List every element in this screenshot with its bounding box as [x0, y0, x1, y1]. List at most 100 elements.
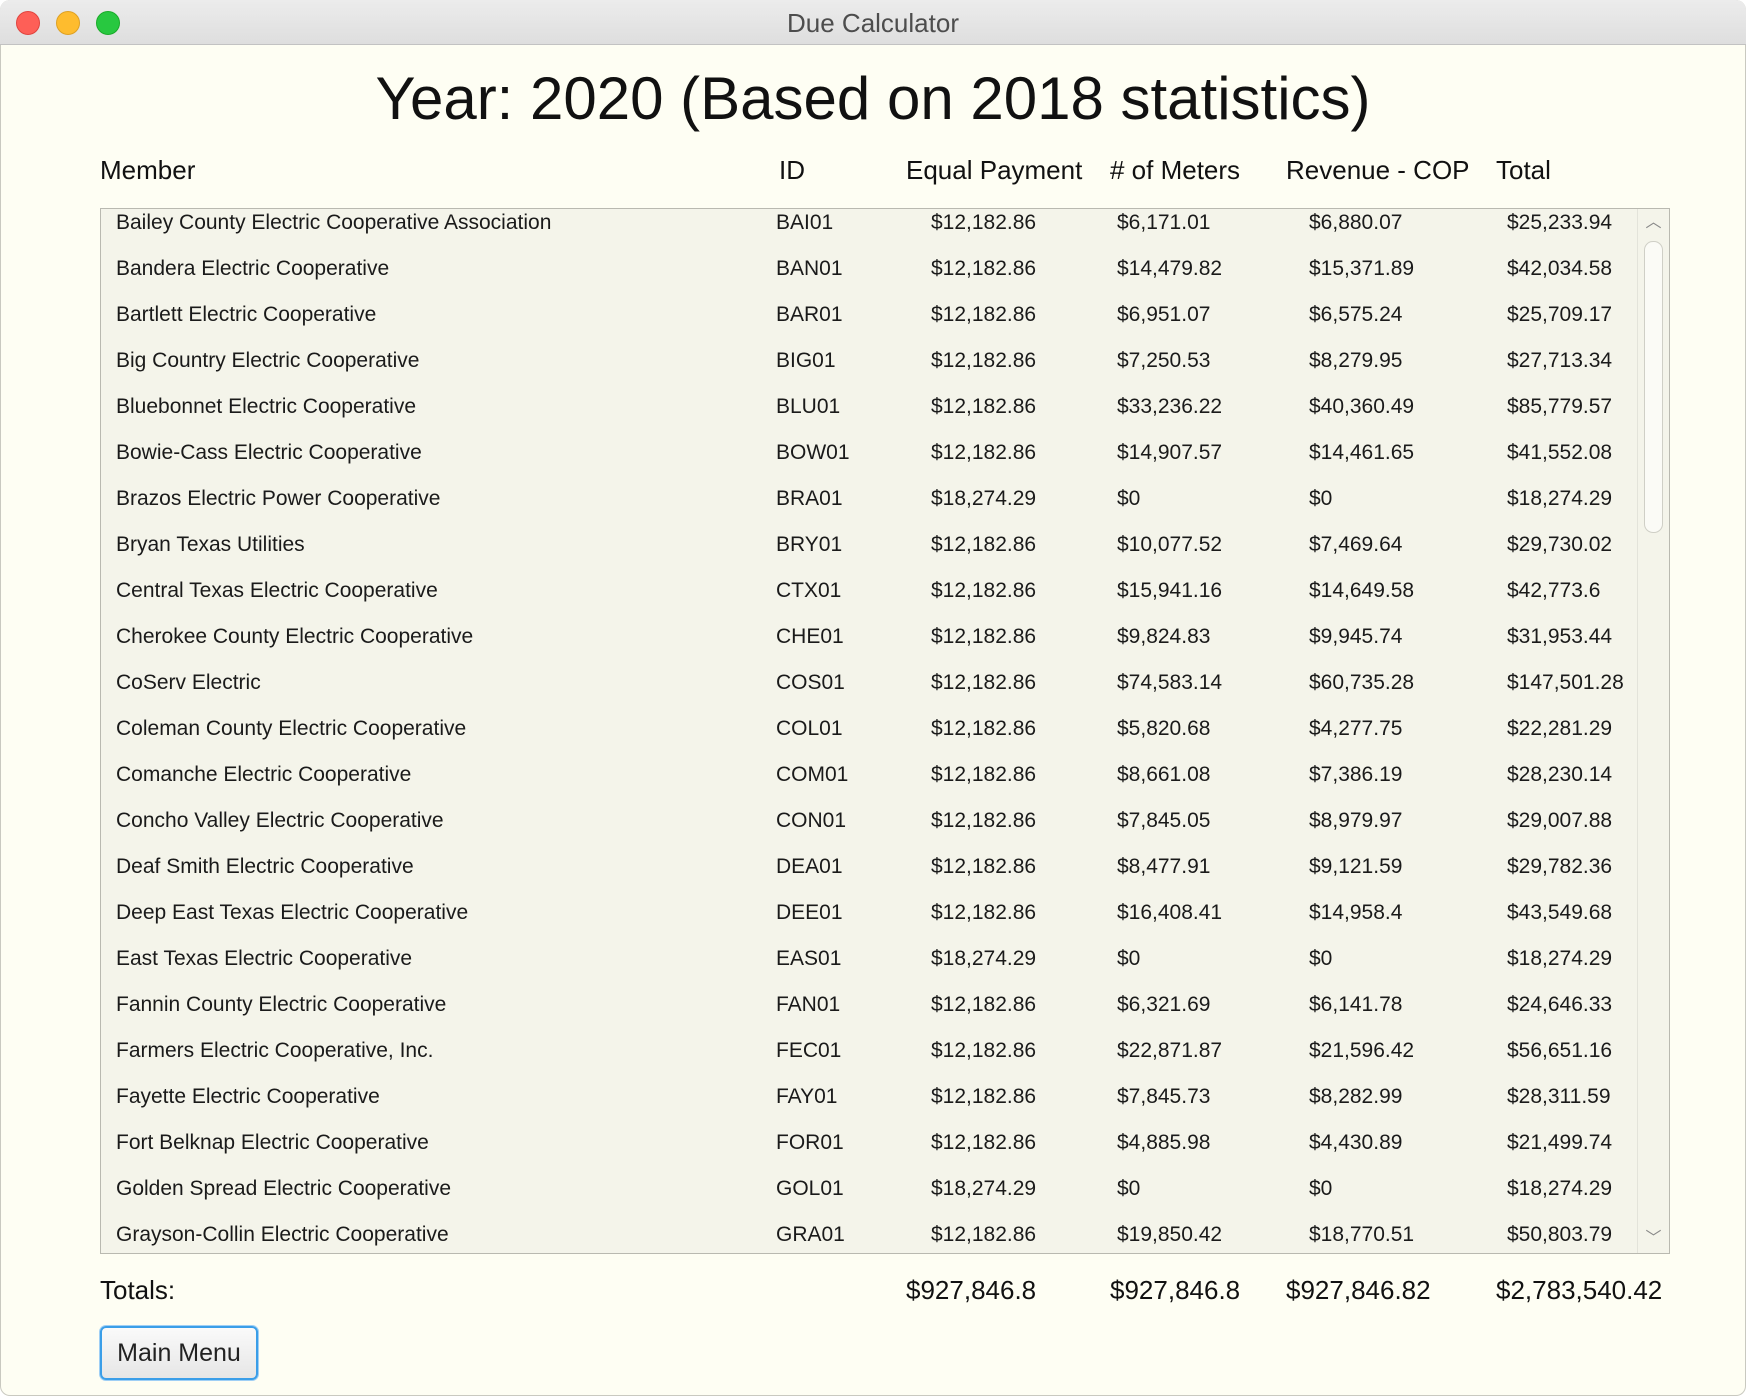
cell-meters: $19,850.42: [1117, 1223, 1223, 1246]
cell-member: Grayson-Collin Electric Cooperative: [116, 1223, 449, 1246]
cell-member: Bluebonnet Electric Cooperative: [116, 395, 417, 418]
cell-meters: $4,885.98: [1117, 1131, 1211, 1154]
cell-meters: $33,236.22: [1117, 395, 1223, 418]
cell-total: $18,274.29: [1507, 1177, 1613, 1200]
cell-member: Bryan Texas Utilities: [116, 533, 305, 556]
main-menu-button[interactable]: Main Menu: [100, 1326, 258, 1380]
table-row[interactable]: Central Texas Electric Cooperative CTX01 $…: [101, 577, 1639, 623]
cell-member: Concho Valley Electric Cooperative: [116, 809, 444, 832]
table-row[interactable]: Bandera Electric Cooperative BAN01 $12,182…: [101, 255, 1639, 301]
cell-meters: $0: [1117, 487, 1141, 510]
cell-member: Bowie-Cass Electric Cooperative: [116, 441, 422, 464]
table-row[interactable]: Fannin County Electric Cooperative FAN01 $…: [101, 991, 1639, 1037]
cell-revenue: $9,945.74: [1309, 625, 1403, 648]
cell-meters: $7,845.73: [1117, 1085, 1211, 1108]
cell-revenue: $14,461.65: [1309, 441, 1415, 464]
cell-meters: $0: [1117, 947, 1141, 970]
table-row[interactable]: Coleman County Electric Cooperative COL01…: [101, 715, 1639, 761]
table-row[interactable]: Cherokee County Electric Cooperative CHE0…: [101, 623, 1639, 669]
dues-table[interactable]: Bailey County Electric Cooperative Assoc…: [100, 208, 1670, 1254]
cell-revenue: $0: [1309, 1177, 1333, 1200]
cell-member: Fannin County Electric Cooperative: [116, 993, 447, 1016]
cell-total: $42,034.58: [1507, 257, 1613, 280]
table-row[interactable]: Fayette Electric Cooperative FAY01 $12,182…: [101, 1083, 1639, 1129]
table-row[interactable]: Farmers Electric Cooperative, Inc. FEC01 $…: [101, 1037, 1639, 1083]
table-row[interactable]: Concho Valley Electric Cooperative CON01 $…: [101, 807, 1639, 853]
cell-revenue: $8,282.99: [1309, 1085, 1403, 1108]
cell-total: $18,274.29: [1507, 487, 1613, 510]
cell-revenue: $21,596.42: [1309, 1039, 1415, 1062]
cell-equal-payment: $12,182.86: [931, 671, 1037, 694]
cell-meters: $6,321.69: [1117, 993, 1211, 1016]
table-row[interactable]: Fort Belknap Electric Cooperative FOR01 $1…: [101, 1129, 1639, 1175]
cell-total: $25,709.17: [1507, 303, 1613, 326]
totals-equal-payment: $927,846.8: [906, 1275, 1037, 1305]
cell-total: $50,803.79: [1507, 1223, 1613, 1246]
page-title: Year: 2020 (Based on 2018 statistics): [375, 65, 1371, 132]
table-row[interactable]: Deep East Texas Electric Cooperative DEE0…: [101, 899, 1639, 945]
cell-revenue: $0: [1309, 947, 1333, 970]
cell-equal-payment: $12,182.86: [931, 533, 1037, 556]
cell-meters: $74,583.14: [1117, 671, 1223, 694]
cell-equal-payment: $12,182.86: [931, 901, 1037, 924]
table-row[interactable]: Golden Spread Electric Cooperative GOL01 $…: [101, 1175, 1639, 1221]
cell-member: Deaf Smith Electric Cooperative: [116, 855, 414, 878]
cell-equal-payment: $12,182.86: [931, 1223, 1037, 1246]
cell-meters: $14,479.82: [1117, 257, 1223, 280]
cell-revenue: $18,770.51: [1309, 1223, 1415, 1246]
cell-revenue: $0: [1309, 487, 1333, 510]
table-row[interactable]: Bryan Texas Utilities BRY01 $12,182.86 $10,…: [101, 531, 1639, 577]
column-header-meters: # of Meters: [1110, 155, 1241, 185]
cell-id: BAI01: [776, 211, 834, 234]
cell-id: DEE01: [776, 901, 843, 924]
cell-revenue: $6,575.24: [1309, 303, 1403, 326]
cell-equal-payment: $12,182.86: [931, 303, 1037, 326]
table-row[interactable]: Bailey County Electric Cooperative Assoc…: [101, 209, 1639, 255]
cell-member: Deep East Texas Electric Cooperative: [116, 901, 469, 924]
title-bar[interactable]: Due Calculator: [0, 0, 1746, 45]
cell-total: $22,281.29: [1507, 717, 1613, 740]
chevron-down-icon[interactable]: ﹀: [1645, 1230, 1662, 1247]
cell-revenue: $8,979.97: [1309, 809, 1403, 832]
table-row[interactable]: Deaf Smith Electric Cooperative DEA01 $12,…: [101, 853, 1639, 899]
cell-id: EAS01: [776, 947, 842, 970]
minimize-window-button[interactable]: [56, 11, 80, 35]
table-row[interactable]: Bluebonnet Electric Cooperative BLU01 $12,…: [101, 393, 1639, 439]
table-row[interactable]: Bartlett Electric Cooperative BAR01 $12,18…: [101, 301, 1639, 347]
cell-total: $41,552.08: [1507, 441, 1613, 464]
cell-id: COS01: [776, 671, 845, 694]
table-row[interactable]: Big Country Electric Cooperative BIG01 $12…: [101, 347, 1639, 393]
cell-meters: $15,941.16: [1117, 579, 1223, 602]
totals-revenue: $927,846.82: [1286, 1275, 1431, 1305]
window-title: Due Calculator: [787, 8, 959, 38]
cell-equal-payment: $18,274.29: [931, 1177, 1037, 1200]
cell-member: Cherokee County Electric Cooperative: [116, 625, 474, 648]
cell-id: CTX01: [776, 579, 842, 602]
table-row[interactable]: Grayson-Collin Electric Cooperative GRA01…: [101, 1221, 1639, 1253]
cell-meters: $16,408.41: [1117, 901, 1223, 924]
cell-equal-payment: $12,182.86: [931, 441, 1037, 464]
column-header-revenue: Revenue - COP: [1286, 155, 1470, 185]
table-row[interactable]: East Texas Electric Cooperative EAS01 $18,…: [101, 945, 1639, 991]
table-row[interactable]: Brazos Electric Power Cooperative BRA01 $1…: [101, 485, 1639, 531]
cell-id: FOR01: [776, 1131, 844, 1154]
cell-member: Comanche Electric Cooperative: [116, 763, 412, 786]
cell-id: FAY01: [776, 1085, 838, 1108]
close-window-button[interactable]: [16, 11, 40, 35]
table-row[interactable]: Comanche Electric Cooperative COM01 $12,18…: [101, 761, 1639, 807]
cell-member: Bartlett Electric Cooperative: [116, 303, 377, 326]
table-row[interactable]: Bowie-Cass Electric Cooperative BOW01 $12,…: [101, 439, 1639, 485]
cell-member: Fort Belknap Electric Cooperative: [116, 1131, 429, 1154]
cell-meters: $8,661.08: [1117, 763, 1211, 786]
cell-revenue: $7,386.19: [1309, 763, 1403, 786]
cell-id: BAN01: [776, 257, 843, 280]
table-row[interactable]: CoServ Electric COS01 $12,182.86 $74,583.14…: [101, 669, 1639, 715]
chevron-up-icon[interactable]: ︿: [1645, 214, 1662, 231]
vertical-scrollbar[interactable]: ︿ ﹀: [1637, 209, 1669, 1253]
cell-equal-payment: $12,182.86: [931, 717, 1037, 740]
cell-total: $43,549.68: [1507, 901, 1613, 924]
cell-meters: $14,907.57: [1117, 441, 1223, 464]
scrollbar-thumb[interactable]: [1644, 241, 1663, 533]
cell-total: $18,274.29: [1507, 947, 1613, 970]
zoom-window-button[interactable]: [96, 11, 120, 35]
